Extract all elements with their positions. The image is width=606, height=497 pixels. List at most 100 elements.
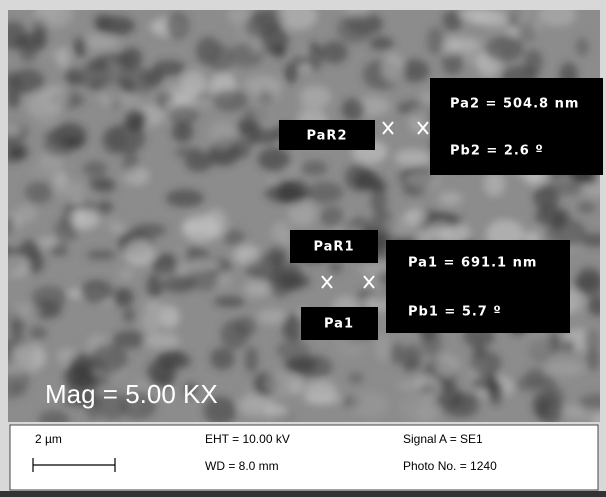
grain <box>221 320 249 350</box>
grain <box>294 54 308 66</box>
grain <box>381 54 404 82</box>
grain <box>288 202 316 226</box>
grain <box>25 181 53 204</box>
measure: Pb2 = 2.6 º <box>450 144 544 159</box>
grain <box>562 339 575 352</box>
grain <box>584 330 599 353</box>
grain <box>244 14 280 40</box>
grain <box>234 245 261 264</box>
grain <box>402 358 419 374</box>
grain <box>400 59 429 82</box>
grain <box>449 37 477 52</box>
grain <box>210 347 234 369</box>
grain <box>152 254 179 275</box>
grain <box>15 205 37 223</box>
grain <box>79 62 114 90</box>
grain <box>166 12 189 39</box>
grain <box>213 89 247 111</box>
photo-no: Photo No. = 1240 <box>403 459 497 473</box>
grain <box>110 223 125 233</box>
grain <box>205 151 229 165</box>
grain <box>525 368 546 386</box>
grain <box>348 372 364 384</box>
grain <box>12 343 46 372</box>
grain <box>271 221 291 248</box>
grain <box>398 380 415 391</box>
grain <box>390 342 404 364</box>
grain <box>86 250 116 260</box>
eht: EHT = 10.00 kV <box>205 432 290 446</box>
grain <box>209 44 233 74</box>
grain <box>295 355 332 379</box>
grain <box>244 75 282 94</box>
grain <box>576 38 589 56</box>
grain <box>174 146 203 158</box>
grain <box>97 200 113 215</box>
sem-image: PaR2 Pa2 = 504.8 nm Pb2 = 2.6 º PaR1 Pa1… <box>0 0 606 497</box>
grain <box>303 394 342 405</box>
grain <box>471 351 502 376</box>
grain <box>124 240 154 265</box>
signal: Signal A = SE1 <box>403 432 483 446</box>
grain <box>370 187 387 213</box>
grain <box>307 42 323 71</box>
grain <box>187 259 220 271</box>
grain <box>32 286 68 309</box>
grain <box>266 405 288 416</box>
grain <box>336 15 371 44</box>
grain <box>416 405 438 423</box>
grain <box>65 67 81 80</box>
grain <box>282 314 304 342</box>
grain <box>244 281 270 297</box>
grain <box>18 240 40 258</box>
measure: Pb1 = 5.7 º <box>408 305 502 320</box>
grain <box>342 98 365 120</box>
grain <box>567 408 602 422</box>
grain <box>524 50 543 76</box>
grain <box>142 308 161 334</box>
grain <box>101 127 126 154</box>
grain <box>94 14 113 29</box>
grain <box>181 71 207 96</box>
label: PaR2 <box>306 129 347 144</box>
label: Pa1 <box>324 317 354 332</box>
measure: Pa2 = 504.8 nm <box>450 97 579 112</box>
grain <box>159 305 179 328</box>
grain <box>126 112 146 130</box>
grain <box>143 333 180 349</box>
grain <box>369 36 393 50</box>
grain <box>546 361 585 377</box>
grain <box>9 147 25 160</box>
bottom-strip <box>0 491 606 497</box>
label: PaR1 <box>313 240 354 255</box>
measure-box <box>430 78 603 175</box>
grain <box>488 381 504 405</box>
grain <box>442 10 462 31</box>
grain <box>44 85 69 110</box>
grain <box>209 121 237 148</box>
grain <box>80 280 113 302</box>
grain <box>258 148 292 171</box>
scale-label: 2 µm <box>35 432 62 446</box>
grain <box>124 167 150 185</box>
grain <box>223 229 244 246</box>
grain <box>577 202 595 213</box>
grain <box>307 182 343 203</box>
grain <box>37 110 59 129</box>
grain <box>436 355 458 376</box>
grain <box>266 371 297 396</box>
grain <box>245 346 258 373</box>
grain <box>10 316 24 338</box>
grain <box>119 268 135 279</box>
info-bar <box>10 425 598 490</box>
grain <box>427 27 445 55</box>
grain <box>285 62 298 84</box>
grain <box>172 122 194 142</box>
grain <box>122 307 135 324</box>
grain <box>530 334 550 359</box>
grain <box>404 209 427 226</box>
grain <box>250 37 263 54</box>
grain <box>544 387 565 407</box>
grain <box>425 221 453 240</box>
grain <box>484 36 524 61</box>
